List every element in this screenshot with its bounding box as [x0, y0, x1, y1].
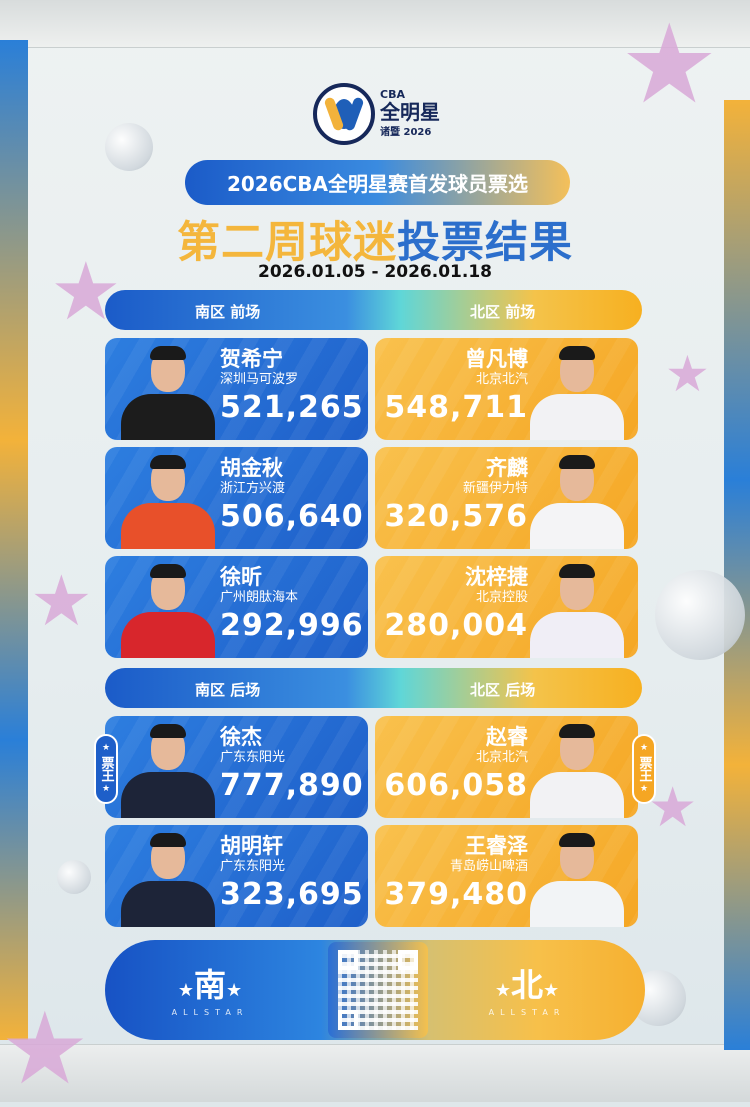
left-decor-strip: [0, 40, 28, 1040]
date-range: 2026.01.05 - 2026.01.18: [258, 262, 492, 282]
player-team: 北京控股: [475, 590, 528, 605]
player-team: 深圳马可波罗: [220, 372, 299, 387]
player-votes: 548,711: [384, 390, 528, 425]
north-player-card: 王睿泽 青岛崂山啤酒 379,480: [375, 825, 638, 927]
star-icon: ★: [639, 743, 649, 753]
scroll-bottom-edge: [0, 1044, 750, 1102]
player-team: 浙江方兴渡: [220, 481, 286, 496]
vote-king-badge: ★ 票王 ★: [632, 734, 656, 804]
star-decor-icon: ★: [665, 345, 710, 403]
star-icon: ★: [226, 980, 243, 1001]
north-player-card: 赵睿 北京北汽 606,058: [375, 716, 638, 818]
player-photo: [113, 827, 223, 927]
player-photo: [522, 449, 632, 549]
north-char: 北: [510, 966, 543, 1004]
player-team: 青岛崂山啤酒: [449, 859, 528, 874]
player-votes: 320,576: [384, 499, 528, 534]
south-section-label: 南区 前场: [195, 303, 261, 321]
player-name: 沈梓捷: [465, 565, 528, 589]
title-part-1: 第二周球迷: [177, 218, 397, 268]
south-allstar: ★南★ ALLSTAR: [150, 968, 270, 1017]
player-votes: 777,890: [220, 768, 364, 803]
player-votes: 280,004: [384, 608, 528, 643]
bubble-decor: [57, 860, 91, 894]
allstar-label: ALLSTAR: [171, 1008, 249, 1017]
player-votes: 506,640: [220, 499, 364, 534]
north-player-card: 齐麟 新疆伊力特 320,576: [375, 447, 638, 549]
footer-banner: ★南★ ALLSTAR ★北★ ALLSTAR: [105, 940, 645, 1040]
logo-subtitle: 诸暨 2026: [380, 127, 432, 138]
player-photo: [522, 340, 632, 440]
player-name: 胡明轩: [220, 834, 283, 858]
title-pill: 2026CBA全明星赛首发球员票选: [185, 160, 570, 205]
star-icon: ★: [177, 980, 194, 1001]
star-icon: ★: [543, 980, 560, 1001]
qr-code[interactable]: [328, 942, 428, 1038]
logo-title: 全明星: [380, 100, 440, 124]
bubble-decor: [105, 123, 153, 171]
player-votes: 292,996: [220, 608, 364, 643]
star-icon: ★: [639, 784, 649, 794]
player-votes: 323,695: [220, 877, 364, 912]
section-header: 南区 后场 北区 后场: [105, 668, 642, 708]
south-player-card: 贺希宁 深圳马可波罗 521,265: [105, 338, 368, 440]
allstar-label: ALLSTAR: [488, 1008, 566, 1017]
player-team: 新疆伊力特: [462, 481, 528, 496]
player-name: 徐杰: [220, 725, 262, 749]
right-decor-strip: [724, 100, 750, 1050]
player-team: 北京北汽: [475, 750, 528, 765]
allstar-logo: [313, 83, 375, 145]
player-votes: 606,058: [384, 768, 528, 803]
player-name: 齐麟: [486, 456, 528, 480]
logo-brand: CBA: [380, 88, 405, 101]
logo-text: CBA 全明星 诸暨 2026: [380, 88, 440, 138]
vote-king-badge: ★ 票王 ★: [94, 734, 118, 804]
section-header: 南区 前场 北区 前场: [105, 290, 642, 330]
bubble-decor: [655, 570, 745, 660]
player-photo: [522, 718, 632, 818]
scroll-top-edge: [0, 0, 750, 48]
player-name: 贺希宁: [220, 347, 283, 371]
north-player-card: 沈梓捷 北京控股 280,004: [375, 556, 638, 658]
south-player-card: 胡明轩 广东东阳光 323,695: [105, 825, 368, 927]
south-player-card: 胡金秋 浙江方兴渡 506,640: [105, 447, 368, 549]
south-char: 南: [193, 966, 226, 1004]
star-decor-icon: ★: [620, 0, 719, 128]
player-photo: [522, 827, 632, 927]
badge-text: 票王: [98, 756, 114, 782]
star-decor-icon: ★: [30, 560, 93, 642]
north-section-label: 北区 前场: [470, 303, 536, 321]
player-team: 广东东阳光: [220, 859, 286, 874]
north-player-card: 曾凡博 北京北汽 548,711: [375, 338, 638, 440]
star-decor-icon: ★: [648, 775, 698, 839]
star-icon: ★: [101, 784, 111, 794]
player-photo: [113, 558, 223, 658]
player-name: 胡金秋: [220, 456, 283, 480]
player-team: 广州朗肽海本: [220, 590, 299, 605]
star-decor-icon: ★: [0, 990, 90, 1107]
player-name: 王睿泽: [465, 834, 528, 858]
player-name: 曾凡博: [465, 347, 528, 371]
player-name: 徐昕: [220, 565, 262, 589]
player-team: 北京北汽: [475, 372, 528, 387]
player-photo: [113, 718, 223, 818]
north-allstar: ★北★ ALLSTAR: [467, 968, 587, 1017]
north-section-label: 北区 后场: [470, 681, 536, 699]
player-name: 赵睿: [486, 725, 528, 749]
player-photo: [113, 340, 223, 440]
player-photo: [522, 558, 632, 658]
star-icon: ★: [101, 743, 111, 753]
player-photo: [113, 449, 223, 549]
title-part-2: 投票结果: [397, 218, 573, 268]
badge-text: 票王: [636, 756, 652, 782]
south-player-card: 徐杰 广东东阳光 777,890: [105, 716, 368, 818]
player-votes: 521,265: [220, 390, 364, 425]
star-icon: ★: [494, 980, 511, 1001]
player-team: 广东东阳光: [220, 750, 286, 765]
page-title: 第二周球迷投票结果: [0, 208, 750, 270]
south-section-label: 南区 后场: [195, 681, 261, 699]
south-player-card: 徐昕 广州朗肽海本 292,996: [105, 556, 368, 658]
player-votes: 379,480: [384, 877, 528, 912]
